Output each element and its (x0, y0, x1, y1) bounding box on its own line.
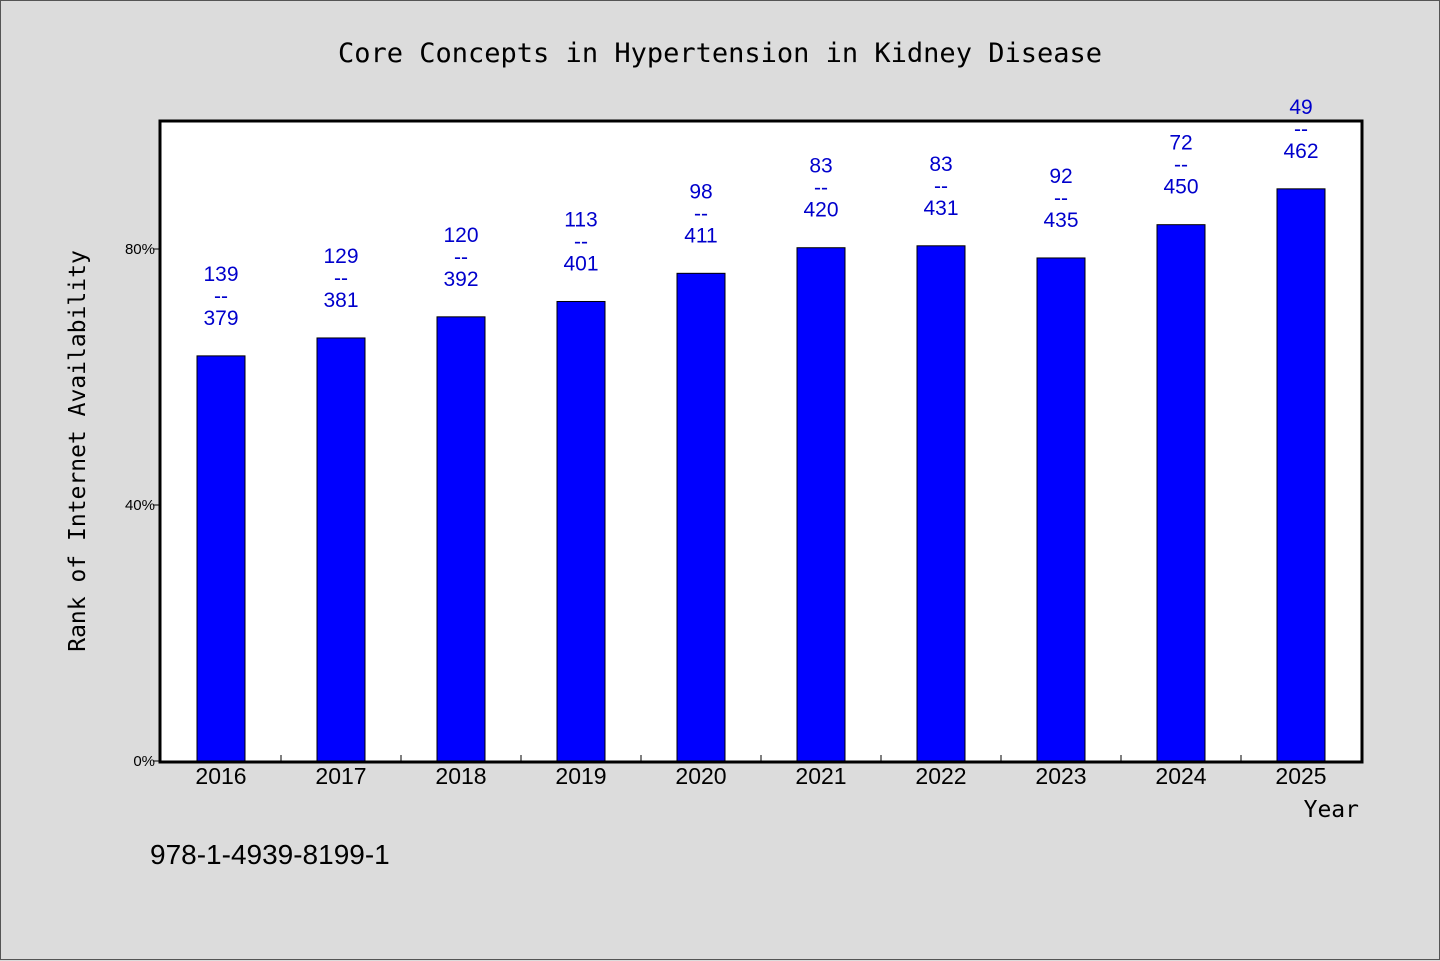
x-axis-ticks: 2016 2017 2018 2019 2020 2021 2022 2023 2024 2025 (195, 755, 1327, 789)
data-label-2021-bottom: 420 (803, 199, 838, 222)
data-label-2020-bottom: 411 (684, 224, 717, 247)
data-label-2021-top: 83 (809, 155, 832, 178)
data-label-2023-separator: -- (1054, 187, 1068, 210)
y-tick-label-0: 0% (133, 753, 155, 770)
chart-title: Core Concepts in Hypertension in Kidney … (338, 38, 1102, 69)
x-tick-label-2019: 2019 (555, 763, 606, 789)
bar-2025 (1276, 188, 1326, 762)
data-label-2017-separator: -- (334, 267, 348, 290)
data-label-2024-top: 72 (1169, 132, 1192, 155)
x-tick-label-2017: 2017 (315, 763, 366, 789)
y-tick-label-40: 40% (125, 497, 155, 514)
data-label-2016-separator: -- (214, 285, 228, 308)
x-axis-label: Year (1304, 797, 1359, 823)
data-labels-group: 139--379129--381120--392113--40198--4118… (203, 96, 1318, 330)
x-tick-label-2016: 2016 (195, 763, 246, 789)
data-label-2024-bottom: 450 (1163, 176, 1198, 199)
data-label-2016-bottom: 379 (203, 307, 238, 330)
data-label-2022-top: 83 (929, 153, 952, 176)
data-label-2025-separator: -- (1294, 118, 1308, 141)
data-label-2025-bottom: 462 (1283, 140, 1318, 163)
data-label-2022-separator: -- (934, 175, 948, 198)
data-label-2019-bottom: 401 (563, 252, 598, 275)
bar-2023 (1036, 257, 1086, 762)
y-axis-label: Rank of Internet Availability (65, 250, 91, 652)
data-label-2018-bottom: 392 (443, 268, 478, 291)
bar-2021 (796, 247, 846, 762)
x-tick-label-2024: 2024 (1155, 763, 1206, 789)
data-label-2017-top: 129 (323, 245, 358, 268)
x-tick-label-2021: 2021 (795, 763, 846, 789)
bar-2016 (196, 355, 246, 762)
data-label-2018-top: 120 (443, 224, 478, 247)
data-label-2024-separator: -- (1174, 154, 1188, 177)
data-label-2017-bottom: 381 (323, 289, 358, 312)
y-tick-label-80: 80% (125, 241, 155, 258)
data-label-2019-top: 113 (564, 208, 597, 231)
bar-2018 (436, 316, 486, 762)
data-label-2023-top: 92 (1049, 165, 1072, 188)
y-axis-ticks: 0% 40% 80% (125, 241, 161, 770)
x-tick-label-2018: 2018 (435, 763, 486, 789)
data-label-2025-top: 49 (1289, 96, 1312, 119)
data-label-2021-separator: -- (814, 177, 828, 200)
data-label-2016-top: 139 (203, 263, 238, 286)
data-label-2023-bottom: 435 (1043, 209, 1078, 232)
x-tick-label-2023: 2023 (1035, 763, 1086, 789)
bar-2024 (1156, 224, 1206, 762)
bar-2017 (316, 337, 366, 762)
bar-2020 (676, 272, 726, 762)
data-label-2022-bottom: 431 (923, 197, 958, 220)
isbn-text: 978-1-4939-8199-1 (150, 839, 390, 870)
x-tick-label-2025: 2025 (1275, 763, 1326, 789)
bar-2019 (556, 300, 606, 762)
data-label-2018-separator: -- (454, 246, 468, 269)
data-label-2020-top: 98 (689, 180, 712, 203)
x-tick-label-2020: 2020 (675, 763, 726, 789)
bar-2022 (916, 245, 966, 762)
x-tick-label-2022: 2022 (915, 763, 966, 789)
data-label-2019-separator: -- (574, 230, 588, 253)
bars-group (196, 188, 1326, 762)
data-label-2020-separator: -- (694, 202, 708, 225)
